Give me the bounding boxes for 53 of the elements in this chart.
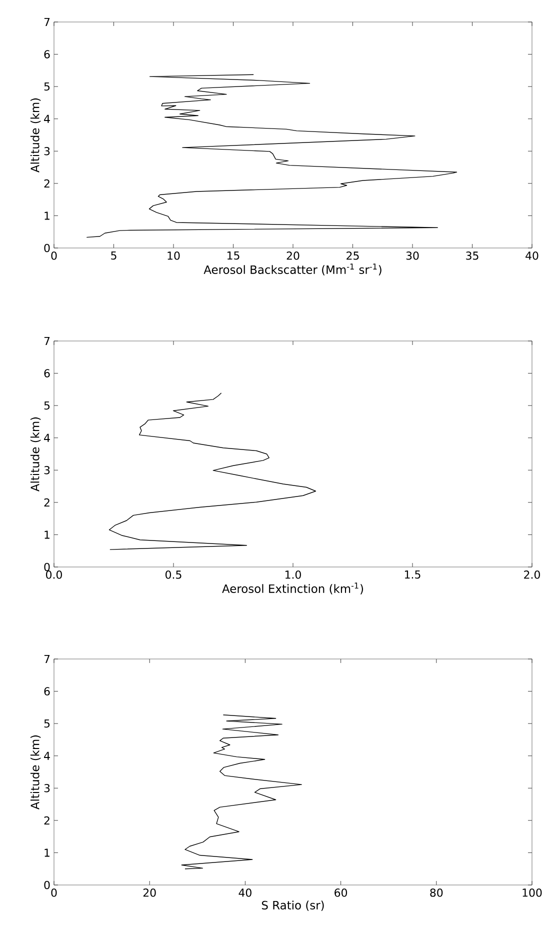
- line-series: [86, 74, 458, 238]
- x-tick-label: 2.0: [524, 570, 540, 579]
- x-tick-label: 100: [522, 888, 542, 897]
- line-series: [108, 392, 316, 550]
- y-tick-label: 1: [44, 212, 50, 220]
- y-tick-label: 3: [44, 466, 50, 474]
- x-tick-label: 15: [227, 252, 240, 260]
- y-axis-title: Altitude (km): [30, 417, 41, 492]
- y-axis-title: Altitude (km): [30, 98, 41, 172]
- y-tick-label: 6: [44, 50, 50, 58]
- y-tick-label: 6: [44, 687, 50, 696]
- x-tick-label: 1.0: [285, 570, 301, 579]
- y-tick-label: 6: [44, 369, 50, 378]
- x-tick-label: 40: [526, 252, 538, 260]
- y-tick-label: 4: [44, 752, 50, 760]
- y-tick-label: 1: [44, 848, 50, 857]
- y-axis-title: Altitude (km): [30, 735, 41, 810]
- y-tick-label: 7: [44, 337, 50, 345]
- y-tick-label: 2: [44, 179, 50, 188]
- x-tick-label: 0: [51, 888, 57, 897]
- y-tick-label: 0: [44, 562, 50, 572]
- y-tick-label: 5: [44, 719, 50, 728]
- x-tick-label: 40: [238, 888, 252, 897]
- x-axis-title: Aerosol Backscatter (Mm$^{-1}$ sr$^{-1}$): [204, 264, 382, 276]
- y-tick-label: 0: [44, 244, 50, 252]
- y-tick-label: 5: [44, 401, 50, 410]
- x-tick-label: 1.5: [404, 570, 420, 579]
- x-tick-label: 80: [430, 888, 443, 897]
- x-tick-label: 35: [466, 252, 478, 260]
- x-tick-label: 0: [51, 252, 57, 260]
- x-axis-title: Aerosol Extinction (km$^{-1}$): [222, 582, 364, 594]
- y-tick-label: 1: [44, 530, 50, 539]
- x-tick-label: 5: [111, 252, 116, 260]
- y-tick-label: 4: [44, 434, 50, 442]
- x-tick-label: 60: [334, 888, 348, 897]
- x-tick-label: 20: [143, 888, 156, 897]
- x-tick-label: 10: [168, 252, 180, 260]
- x-tick-label: 0.5: [166, 570, 182, 579]
- y-tick-label: 0: [44, 880, 50, 890]
- y-tick-label: 7: [44, 18, 50, 26]
- line-series: [181, 714, 302, 870]
- y-tick-label: 4: [44, 114, 50, 123]
- y-tick-label: 7: [44, 655, 50, 663]
- y-tick-label: 5: [44, 82, 50, 91]
- y-tick-label: 3: [44, 146, 50, 156]
- y-tick-label: 2: [44, 498, 50, 506]
- y-tick-label: 3: [44, 784, 50, 792]
- x-axis-title: S Ratio (sr): [262, 900, 324, 911]
- x-tick-label: 20: [286, 252, 300, 260]
- x-tick-label: 0.0: [46, 570, 62, 579]
- x-tick-label: 25: [346, 252, 359, 260]
- x-tick-label: 30: [406, 252, 419, 260]
- y-tick-label: 2: [44, 816, 50, 824]
